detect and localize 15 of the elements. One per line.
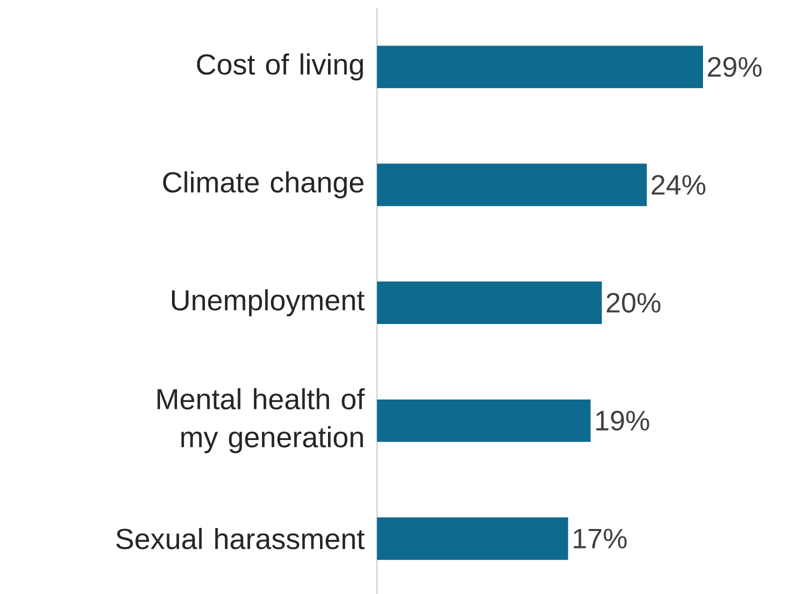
- data-label: 20%: [606, 292, 660, 313]
- data-label: 29%: [708, 57, 762, 77]
- y-tick-label: Cost of living: [197, 53, 363, 80]
- y-tick-label: Climate change: [163, 171, 364, 198]
- bar: [377, 517, 568, 560]
- data-label: 19%: [596, 410, 650, 431]
- bar: [377, 46, 704, 88]
- y-tick-label: Unemployment: [172, 289, 365, 316]
- data-label: 17%: [574, 528, 627, 548]
- bar: [377, 399, 591, 442]
- bar: [377, 164, 647, 206]
- data-label: 24%: [652, 175, 706, 195]
- bar: [377, 282, 602, 324]
- y-tick-label: Mental health of my generation: [158, 388, 365, 454]
- y-tick-label: Sexual harassment: [116, 528, 365, 550]
